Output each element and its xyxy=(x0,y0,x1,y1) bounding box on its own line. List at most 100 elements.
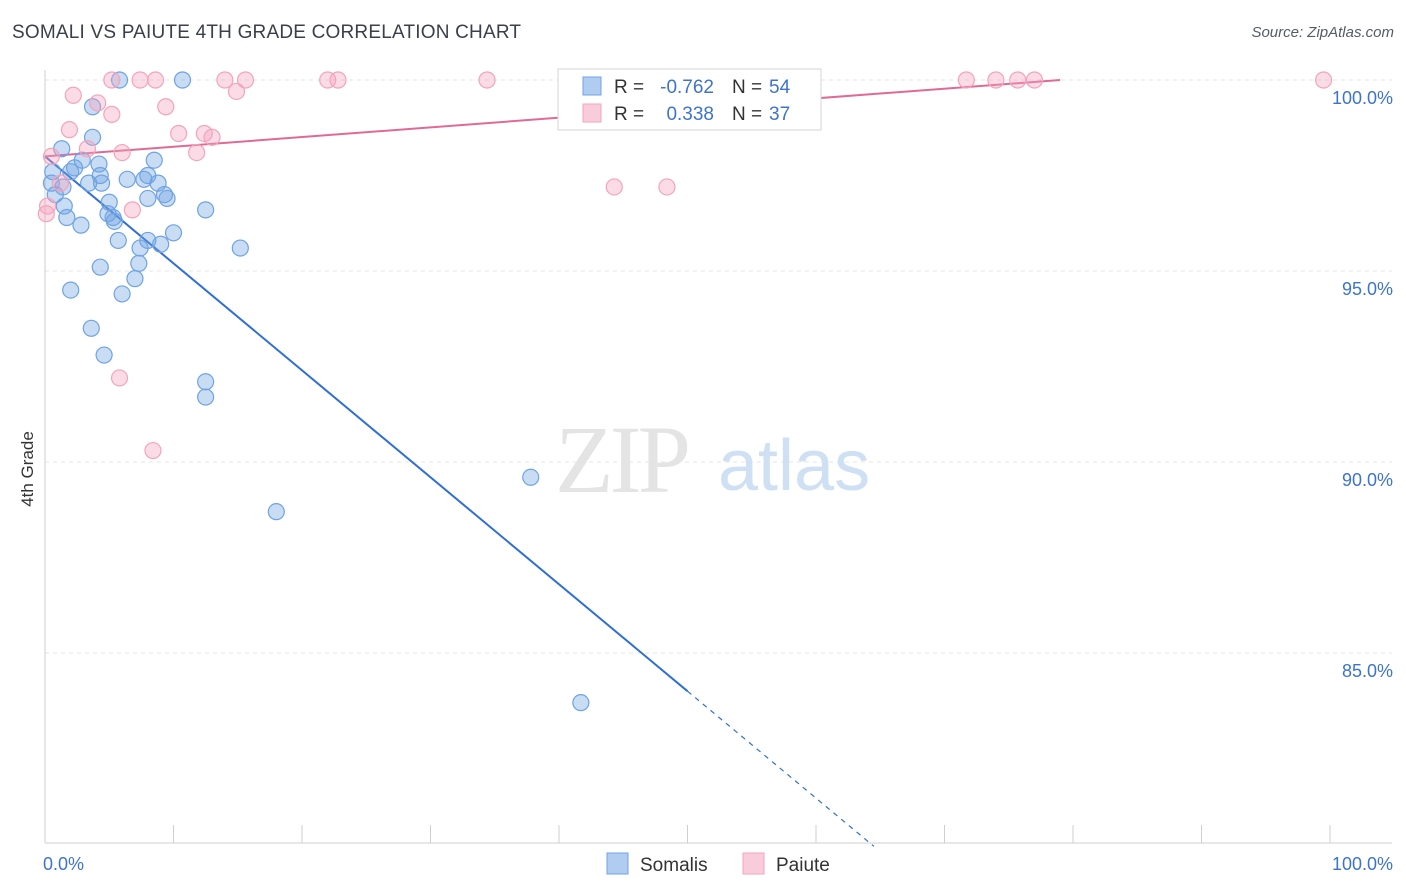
watermark-zip: ZIP xyxy=(555,406,688,513)
data-point xyxy=(58,208,76,227)
data-point xyxy=(78,140,97,158)
legend-n-value: 54 xyxy=(769,77,791,98)
data-point xyxy=(145,151,163,169)
data-point xyxy=(105,212,123,230)
data-point xyxy=(109,231,127,250)
data-point xyxy=(62,163,80,181)
series-somalis xyxy=(42,71,590,712)
data-point xyxy=(113,143,131,162)
data-point xyxy=(144,441,162,460)
legend-n-label: N = xyxy=(732,104,762,125)
data-point xyxy=(42,147,61,165)
data-point xyxy=(231,239,249,257)
data-point xyxy=(170,124,188,143)
data-point xyxy=(118,170,136,188)
data-point xyxy=(91,258,109,276)
data-point xyxy=(329,71,347,89)
legend-stats: R = -0.762 N = 54 R = 0.338 N = 37 xyxy=(557,68,822,131)
legend-r-label: R = xyxy=(614,77,644,98)
trend-line xyxy=(44,79,1061,158)
data-point xyxy=(62,281,80,299)
data-point xyxy=(522,468,540,486)
data-point xyxy=(1009,71,1027,89)
data-point xyxy=(987,71,1005,89)
data-point xyxy=(80,174,98,192)
data-point xyxy=(103,71,121,89)
data-point xyxy=(658,178,676,196)
data-point xyxy=(110,369,129,387)
data-point xyxy=(197,201,215,219)
watermark: ZIP atlas xyxy=(555,406,870,513)
data-point xyxy=(957,71,975,89)
x-tick-label: 100.0% xyxy=(1332,854,1393,874)
legend-n-label: N = xyxy=(732,77,762,98)
y-tick-label: 85.0% xyxy=(1342,661,1393,681)
chart-title: SOMALI VS PAIUTE 4TH GRADE CORRELATION C… xyxy=(12,22,522,43)
data-point xyxy=(123,201,141,219)
data-point xyxy=(173,71,192,89)
data-point xyxy=(157,98,175,116)
data-point xyxy=(103,105,121,123)
data-point xyxy=(130,254,148,272)
data-point xyxy=(236,71,255,89)
data-point xyxy=(478,71,496,89)
data-point xyxy=(267,503,285,521)
data-point xyxy=(126,270,144,288)
y-tick-label: 100.0% xyxy=(1332,88,1393,108)
legend-swatch-somalis xyxy=(606,852,629,875)
data-point xyxy=(164,224,183,242)
data-point xyxy=(37,205,55,223)
data-point xyxy=(131,239,149,257)
trend-line xyxy=(44,155,689,692)
data-point xyxy=(197,373,215,391)
series-legend: Somalis Paiute xyxy=(606,852,830,876)
data-point xyxy=(158,189,176,208)
data-point xyxy=(60,121,79,139)
legend-frame xyxy=(557,68,822,131)
data-point xyxy=(92,174,111,192)
watermark-atlas: atlas xyxy=(718,426,870,506)
y-tick-labels: 100.0% 95.0% 90.0% 85.0% xyxy=(1332,88,1393,681)
trend-lines xyxy=(44,79,1061,847)
data-point xyxy=(197,388,215,406)
axes xyxy=(44,70,1392,844)
legend-r-label: R = xyxy=(614,104,644,125)
legend-r-value: 0.338 xyxy=(666,104,714,125)
grid-lines xyxy=(45,79,1392,654)
x-tick-labels: 0.0% 100.0% xyxy=(43,854,1393,874)
data-point xyxy=(572,694,590,712)
data-point xyxy=(195,124,213,143)
y-tick-label: 90.0% xyxy=(1342,470,1393,490)
legend-label-paiute: Paiute xyxy=(776,855,830,876)
data-point xyxy=(1314,71,1333,89)
legend-swatch xyxy=(582,103,602,123)
legend-label-somalis: Somalis xyxy=(640,855,708,876)
data-point xyxy=(139,189,157,208)
legend-swatch xyxy=(582,76,602,96)
data-point xyxy=(227,82,246,101)
data-point xyxy=(95,346,113,364)
data-point xyxy=(1025,71,1044,89)
data-point xyxy=(131,71,149,89)
data-point xyxy=(203,128,221,146)
data-point xyxy=(82,319,100,337)
data-points xyxy=(37,71,1333,712)
data-point xyxy=(216,71,234,89)
y-axis-label: 4th Grade xyxy=(18,431,37,507)
data-point xyxy=(113,285,131,303)
trend-line-extension xyxy=(687,690,875,847)
data-point xyxy=(188,143,206,162)
legend-r-value: -0.762 xyxy=(660,77,714,98)
legend-n-value: 37 xyxy=(769,104,790,125)
data-point xyxy=(51,174,70,192)
y-tick-label: 95.0% xyxy=(1342,279,1393,299)
data-point xyxy=(72,216,90,234)
data-point xyxy=(605,178,623,196)
x-tick-label: 0.0% xyxy=(43,854,84,874)
data-point xyxy=(146,71,165,89)
legend-swatch-paiute xyxy=(742,852,765,875)
data-point xyxy=(64,86,82,104)
data-point xyxy=(89,94,107,112)
data-point xyxy=(152,235,170,253)
